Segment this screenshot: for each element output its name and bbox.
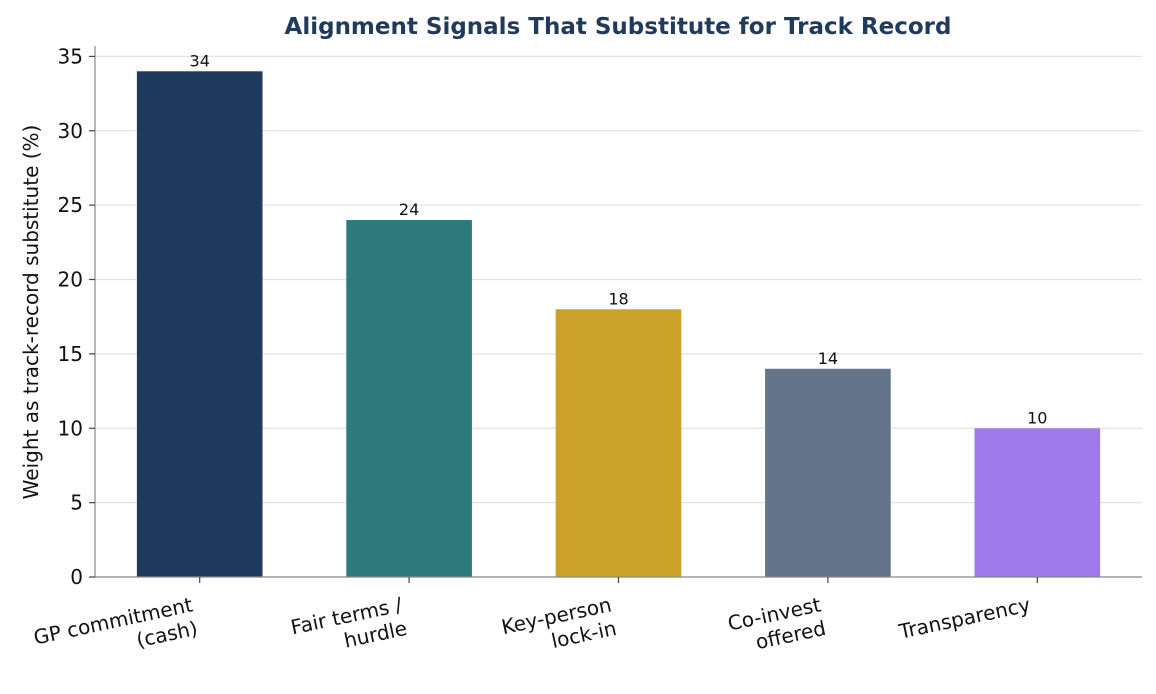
y-tick-label: 20 xyxy=(58,268,83,292)
y-axis-label: Weight as track-record substitute (%) xyxy=(19,125,43,500)
y-tick-label: 25 xyxy=(58,193,83,217)
bar xyxy=(765,368,891,577)
chart-title: Alignment Signals That Substitute for Tr… xyxy=(285,14,952,40)
data-label: 14 xyxy=(818,349,838,368)
y-ticks: 0 5 10 15 20 25 30 35 xyxy=(58,44,95,589)
data-label: 10 xyxy=(1027,408,1047,427)
y-tick-label: 0 xyxy=(70,565,83,589)
y-tick-label: 35 xyxy=(58,44,83,68)
bar xyxy=(555,309,682,577)
x-tick-label-line: Transparency xyxy=(896,592,1033,643)
y-tick-label: 5 xyxy=(70,491,83,515)
x-tick-label: Fair terms /hurdle xyxy=(289,592,410,652)
data-label: 34 xyxy=(190,51,210,70)
data-labels: 34 24 18 14 10 xyxy=(190,51,1048,427)
bar xyxy=(974,428,1101,577)
bar xyxy=(136,71,263,578)
x-tick-label: Transparency xyxy=(896,592,1033,643)
bar xyxy=(346,220,472,577)
y-tick-label: 10 xyxy=(58,416,83,440)
data-label: 24 xyxy=(399,200,419,219)
x-ticks: GP commitment(cash) Fair terms /hurdle Key… xyxy=(31,577,1038,654)
x-tick-label: GP commitment(cash) xyxy=(31,592,199,652)
bars xyxy=(136,71,1101,578)
y-tick-label: 15 xyxy=(58,342,83,366)
data-label: 18 xyxy=(608,289,628,308)
y-tick-label: 30 xyxy=(58,119,83,143)
